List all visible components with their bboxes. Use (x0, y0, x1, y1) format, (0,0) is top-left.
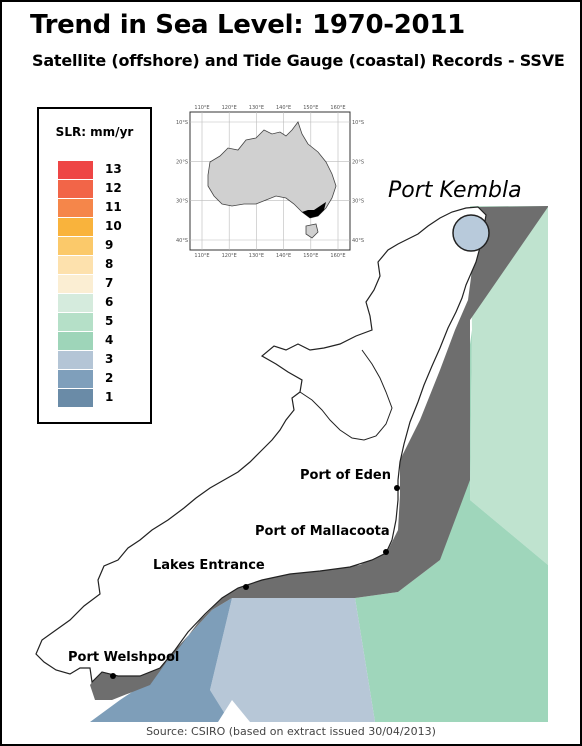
legend-label: 3 (105, 352, 114, 366)
inset-tick-label: 140°E (276, 253, 291, 259)
inset-tick-label: 120°E (222, 105, 237, 111)
inset-tick-label: 130°E (249, 253, 264, 259)
legend-label: 4 (105, 333, 114, 347)
slr-legend: SLR: mm/yr 13 12 11 10 9 8 7 6 5 4 3 2 1 (37, 107, 152, 424)
legend-swatch (58, 161, 93, 179)
slr-zone-3 (210, 598, 375, 722)
state-boundary (35, 206, 487, 684)
port-welshpool-dot (110, 673, 116, 679)
legend-label: 10 (105, 219, 122, 233)
inset-tick-label: 150°E (303, 105, 318, 111)
legend-label: 11 (105, 200, 122, 214)
legend-swatch (58, 180, 93, 198)
legend-swatch (58, 294, 93, 312)
legend-label: 9 (105, 238, 114, 252)
legend-swatch (58, 370, 93, 388)
port-of-eden-dot (394, 485, 400, 491)
legend-swatch (58, 256, 93, 274)
map-subtitle: Satellite (offshore) and Tide Gauge (coa… (32, 51, 565, 70)
legend-swatch (58, 199, 93, 217)
port-welshpool-label: Port Welshpool (68, 650, 180, 665)
slr-zone-6 (470, 206, 548, 565)
study-region-highlight (302, 202, 326, 218)
tasmania-shape (305, 223, 319, 239)
legend-label: 8 (105, 257, 114, 271)
inset-tick-label: 160°E (330, 105, 345, 111)
australia-inset-map: 110°E 110°E 120°E 120°E 130°E 130°E 140°E 140°E… (176, 105, 364, 259)
inset-tick-label: 10°S (352, 120, 364, 126)
inset-tick-label: 40°S (352, 238, 364, 244)
legend-swatch (58, 389, 93, 407)
legend-label: 1 (105, 390, 114, 404)
legend-swatch (58, 313, 93, 331)
legend-swatch (58, 275, 93, 293)
map-title: Trend in Sea Level: 1970-2011 (30, 10, 465, 40)
legend-label: 12 (105, 181, 122, 195)
legend-label: 7 (105, 276, 114, 290)
inset-tick-label: 10°S (176, 120, 188, 126)
legend-title: SLR: mm/yr (55, 125, 134, 139)
inset-tick-label: 140°E (276, 105, 291, 111)
legend-swatch (58, 332, 93, 350)
inset-tick-label: 110°E (194, 105, 209, 111)
port-of-eden-label: Port of Eden (300, 468, 391, 483)
inset-tick-label: 20°S (176, 159, 188, 165)
source-note: Source: CSIRO (based on extract issued 3… (146, 725, 436, 738)
port-of-mallacoota-label: Port of Mallacoota (255, 524, 390, 539)
inset-tick-label: 30°S (176, 199, 188, 205)
legend-swatch (58, 218, 93, 236)
inset-tick-label: 150°E (303, 253, 318, 259)
inset-tick-label: 40°S (176, 238, 188, 244)
slr-zone-white (218, 700, 250, 722)
port-of-mallacoota-dot (383, 549, 389, 555)
legend-swatch (58, 351, 93, 369)
inset-tick-label: 130°E (249, 105, 264, 111)
inset-tick-label: 30°S (352, 199, 364, 205)
coastal-band (90, 206, 548, 700)
australia-shape (207, 121, 337, 219)
legend-label: 13 (105, 162, 122, 176)
slr-zone-2 (90, 598, 232, 722)
inset-tick-label: 120°E (222, 253, 237, 259)
coast-detail (299, 349, 393, 441)
legend-label: 5 (105, 314, 114, 328)
legend-swatch (58, 237, 93, 255)
inset-tick-label: 110°E (194, 253, 209, 259)
legend-label: 2 (105, 371, 114, 385)
port-kembla-marker (452, 214, 490, 252)
port-kembla-label: Port Kembla (388, 178, 522, 203)
legend-label: 6 (105, 295, 114, 309)
lakes-entrance-label: Lakes Entrance (153, 558, 265, 573)
inset-tick-label: 20°S (352, 159, 364, 165)
lakes-entrance-dot (243, 584, 249, 590)
inset-tick-label: 160°E (330, 253, 345, 259)
